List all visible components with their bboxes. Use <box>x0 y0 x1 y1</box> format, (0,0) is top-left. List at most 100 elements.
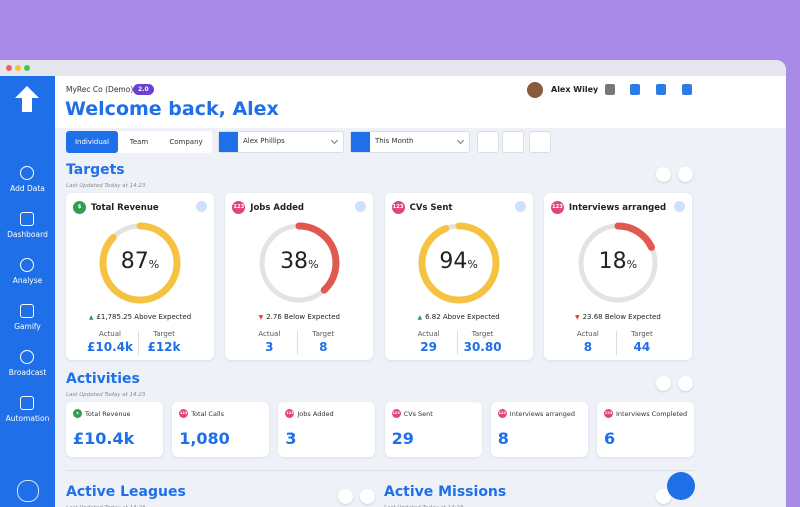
tab[interactable]: Individual <box>66 131 118 153</box>
target-card: 123 CVs Sent 94% ▲ 6.82 Above Expected Actual… <box>384 193 533 360</box>
card-title: Jobs Added <box>250 203 304 213</box>
dropdown-value: Alex Phillips <box>243 137 285 145</box>
icon-button[interactable] <box>529 131 551 153</box>
nav-label: Gamify <box>14 322 41 331</box>
user-name: Alex Wiley <box>551 85 599 94</box>
badge: 123 <box>285 409 295 418</box>
nav-icon[interactable] <box>20 304 34 318</box>
stat-label: Target <box>471 330 494 338</box>
icon-button[interactable] <box>477 131 499 153</box>
nav-arrow[interactable] <box>656 167 671 182</box>
gauge-arc <box>258 222 340 304</box>
nav-arrow[interactable] <box>360 489 375 504</box>
activity-card: 123 Jobs Added 3 <box>278 402 376 457</box>
stat-label: Actual <box>417 330 440 338</box>
company: MyRec Co (Demo) <box>66 85 134 94</box>
toolbar-icon[interactable] <box>682 84 692 95</box>
delta: ▼ 23.68 Below Expected <box>544 313 692 321</box>
nav-label: Dashboard <box>7 230 48 239</box>
gauge-value: 38% <box>225 249 373 274</box>
card-value: 1,080 <box>179 429 230 448</box>
section-title: Active Missions <box>384 484 507 500</box>
badge: 123 <box>179 409 189 418</box>
target-card: 123 Interviews arranged 18% ▼ 23.68 Below Ex… <box>543 193 692 360</box>
delta-text: 2.76 Below Expected <box>266 313 340 321</box>
nav-icon[interactable] <box>20 396 34 410</box>
percent-unit: % <box>467 258 478 271</box>
percent: 87 <box>120 249 149 274</box>
toolbar-icon[interactable] <box>630 84 640 95</box>
card-title: CVs Sent <box>409 203 453 213</box>
dropdown-icon <box>219 132 238 152</box>
badge: 123 <box>497 409 507 418</box>
info-icon <box>196 201 207 212</box>
stat-label: Target <box>153 330 175 338</box>
updated-note: Last Updated Today at 14:23 <box>384 505 463 507</box>
stat-value: £12k <box>147 340 181 354</box>
activity-card: $ Total Revenue £10.4k <box>66 402 163 457</box>
chat-button[interactable] <box>667 472 695 500</box>
nav-arrow[interactable] <box>656 376 671 391</box>
nav-label: Add Data <box>10 184 45 193</box>
nav-label: Automation <box>5 414 50 423</box>
dropdown[interactable]: Alex Phillips <box>218 131 344 153</box>
delta: ▼ 2.76 Below Expected <box>225 313 373 321</box>
card-value: 6 <box>604 429 616 448</box>
stat-label: Target <box>312 330 335 338</box>
nav-label: Analyse <box>12 276 43 285</box>
badge: 123 <box>391 409 401 418</box>
gauge-value: 87% <box>66 249 214 274</box>
nav-icon[interactable] <box>20 166 34 180</box>
delta-text: 23.68 Below Expected <box>582 313 661 321</box>
dot <box>6 65 12 71</box>
stat-value: 30.80 <box>463 340 502 354</box>
toolbar-icon[interactable] <box>656 84 666 95</box>
version-badge: 2.0 <box>133 84 154 95</box>
delta-text: £1,785.25 Above Expected <box>96 313 192 321</box>
card-title: Interviews Completed <box>616 410 688 418</box>
nav-icon[interactable] <box>20 258 34 272</box>
info-icon <box>514 201 526 212</box>
tab[interactable]: Team <box>129 138 149 146</box>
nav-arrow[interactable] <box>678 376 693 391</box>
settings-button[interactable] <box>17 480 39 502</box>
badge: 123 <box>391 201 405 214</box>
trend-arrow: ▲ <box>88 314 94 321</box>
nav-arrow[interactable] <box>678 167 693 182</box>
logo <box>15 86 39 112</box>
card-value: 3 <box>285 429 297 448</box>
delta: ▲ 6.82 Above Expected <box>385 313 533 321</box>
stat-label: Target <box>631 330 653 338</box>
card-value: 29 <box>391 429 414 448</box>
gauge-arc <box>418 222 500 304</box>
toolbar-icon[interactable] <box>605 84 615 95</box>
section-title: Activities <box>66 371 140 387</box>
divider <box>66 470 694 471</box>
stat-label: Actual <box>576 330 599 338</box>
nav-icon[interactable] <box>20 350 34 364</box>
badge: 123 <box>604 409 613 418</box>
info-icon <box>355 201 367 212</box>
gauge <box>258 222 340 304</box>
welcome: Welcome back, Alex <box>65 98 279 120</box>
nav-arrow[interactable] <box>338 489 353 504</box>
dropdown-icon <box>351 132 370 152</box>
dot <box>15 65 21 71</box>
gauge-arc <box>577 222 659 304</box>
gauge-value: 94% <box>385 249 533 274</box>
nav-label: Broadcast <box>8 368 47 377</box>
card-value: £10.4k <box>73 429 135 448</box>
section-title: Targets <box>66 162 125 178</box>
nav-arrow[interactable] <box>656 489 671 504</box>
dropdown[interactable]: This Month <box>350 131 470 153</box>
activity-card: 123 CVs Sent 29 <box>384 402 482 457</box>
nav-icon[interactable] <box>20 212 34 226</box>
percent: 38 <box>280 249 309 274</box>
target-card: $ Total Revenue 87% ▲ £1,785.25 Above Expect… <box>66 193 214 360</box>
trend-arrow: ▼ <box>574 314 580 321</box>
tab[interactable]: Company <box>169 138 203 146</box>
stat-divider <box>615 331 617 355</box>
card-title: Total Calls <box>191 410 224 418</box>
trend-arrow: ▲ <box>417 314 423 321</box>
icon-button[interactable] <box>502 131 524 153</box>
